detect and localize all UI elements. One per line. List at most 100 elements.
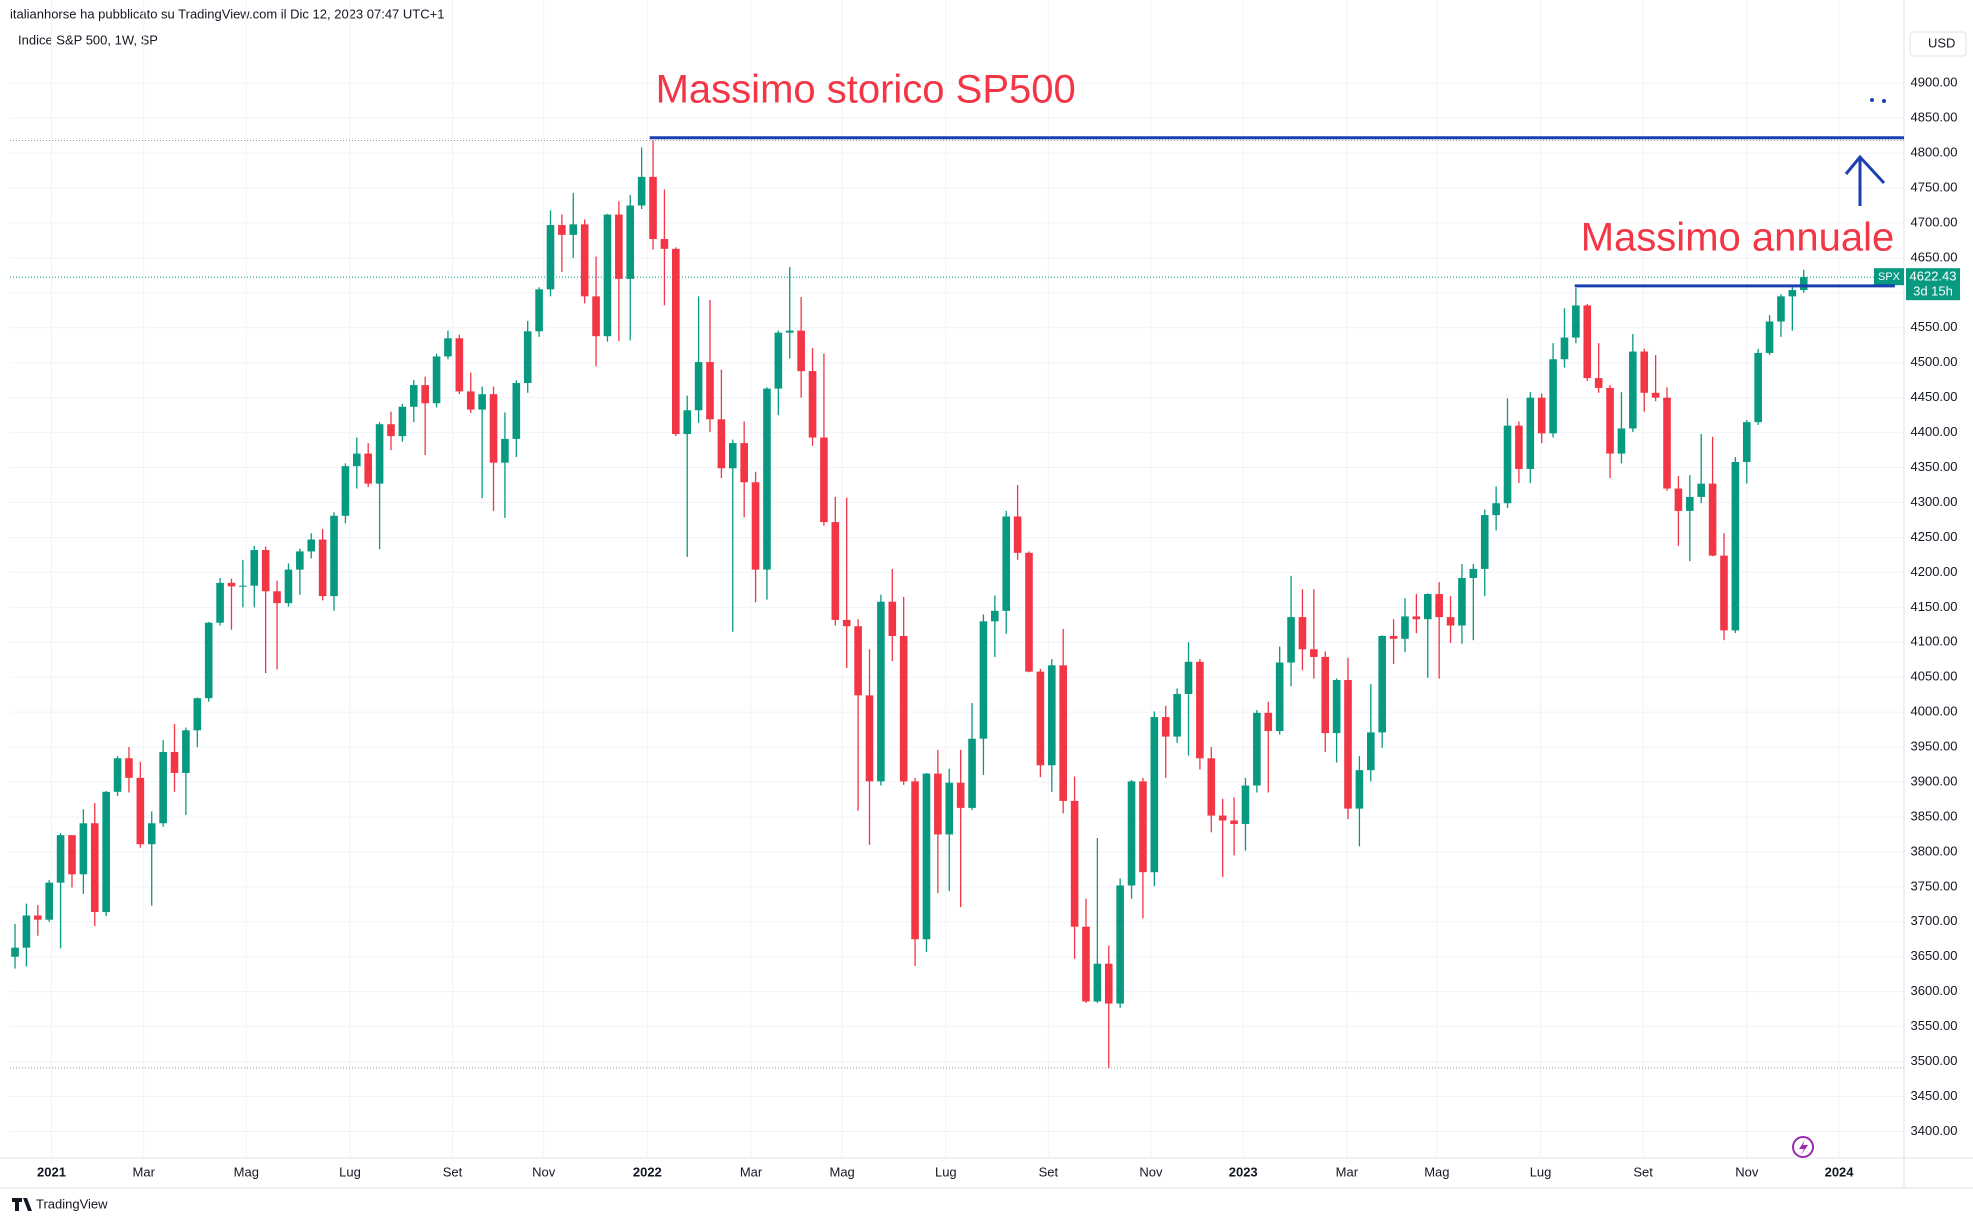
candle-body xyxy=(592,296,600,337)
countdown-text: 3d 15h xyxy=(1913,284,1953,299)
x-tick-label: 2024 xyxy=(1825,1164,1855,1179)
drawn-arrow xyxy=(1844,98,1886,206)
x-tick-label: Set xyxy=(443,1164,463,1179)
x-tick-label: Nov xyxy=(1139,1164,1163,1179)
candle-body xyxy=(296,551,304,570)
candle-body xyxy=(660,239,669,249)
currency-box[interactable] xyxy=(1909,31,1967,57)
candle-body xyxy=(1663,397,1671,489)
y-tick-label: 4400.00 xyxy=(1911,424,1958,439)
candle-body xyxy=(1298,617,1307,650)
candle-body xyxy=(1606,387,1614,454)
candle-body xyxy=(922,773,931,940)
candle-body xyxy=(1503,425,1512,504)
x-tick-label: Mar xyxy=(133,1164,156,1179)
candle-body xyxy=(455,338,464,392)
candle-body xyxy=(1389,635,1398,639)
x-tick-label: Nov xyxy=(532,1164,556,1179)
candle-body xyxy=(353,453,361,467)
candle-body xyxy=(409,385,418,407)
candle-body xyxy=(1480,515,1489,569)
y-tick-label: 4550.00 xyxy=(1911,319,1958,334)
candle-body xyxy=(1196,661,1204,759)
candle-body xyxy=(728,443,737,469)
candle-body xyxy=(22,915,31,948)
candle-body xyxy=(1537,397,1546,434)
candle-body xyxy=(1765,321,1774,353)
x-tick-label: Mag xyxy=(234,1164,259,1179)
candle-body xyxy=(159,751,167,824)
x-tick-label: Mar xyxy=(1336,1164,1359,1179)
candle-body xyxy=(1070,800,1079,927)
candle-body xyxy=(1150,717,1159,873)
x-tick-label: Lug xyxy=(339,1164,361,1179)
candle-body xyxy=(979,621,988,739)
candle-body xyxy=(1139,781,1147,873)
candle-body xyxy=(136,777,145,845)
candle-body xyxy=(1492,503,1500,516)
candle-body xyxy=(763,388,771,570)
candle-body xyxy=(1355,770,1364,809)
y-tick-label: 4050.00 xyxy=(1911,669,1958,684)
candle-body xyxy=(1093,963,1102,1002)
candle-body xyxy=(603,214,612,337)
candle-body xyxy=(751,482,760,570)
y-tick-label: 3800.00 xyxy=(1911,843,1958,858)
candle-body xyxy=(1173,693,1181,737)
candle-body xyxy=(1686,496,1694,511)
candle-body xyxy=(261,550,270,592)
grid xyxy=(10,0,1904,1158)
y-tick-label: 4900.00 xyxy=(1911,75,1958,90)
candle-body xyxy=(147,823,156,845)
candle-body xyxy=(1161,717,1170,737)
x-tick-label: 2021 xyxy=(37,1164,66,1179)
icon-bolt[interactable] xyxy=(1799,1140,1808,1155)
candle-body xyxy=(774,332,783,389)
annotation-text: Massimo annuale xyxy=(1581,215,1895,259)
candle-body xyxy=(364,453,373,484)
candle-body xyxy=(1458,577,1466,626)
candle-body xyxy=(1640,351,1649,393)
last-price-tag xyxy=(1906,268,1960,301)
candle-body xyxy=(125,758,133,778)
y-tick-label: 4450.00 xyxy=(1911,389,1958,404)
x-tick-label: 2023 xyxy=(1229,1164,1258,1179)
lightning-icon[interactable] xyxy=(1792,1136,1814,1158)
candle-body xyxy=(1515,425,1523,469)
candle-body xyxy=(250,550,259,586)
candle-body xyxy=(45,882,53,920)
x-tick-label: Mag xyxy=(830,1164,855,1179)
candle-body xyxy=(421,385,429,404)
candle-body xyxy=(1754,352,1762,423)
icon-circle[interactable] xyxy=(1792,1136,1814,1158)
currency[interactable]: USD xyxy=(1928,35,1955,50)
y-tick-label: 3750.00 xyxy=(1911,878,1958,893)
candle-body xyxy=(1708,483,1717,556)
y-tick-label: 3650.00 xyxy=(1911,948,1958,963)
y-tick-label: 4750.00 xyxy=(1911,179,1958,194)
candle-body xyxy=(1207,758,1216,816)
publisher-line: italianhorse ha pubblicato su TradingVie… xyxy=(10,6,444,21)
candle-body xyxy=(694,362,703,411)
candle-body xyxy=(113,758,122,792)
candle-body xyxy=(580,224,589,297)
candle-body xyxy=(831,522,840,620)
y-tick-label: 3700.00 xyxy=(1911,913,1958,928)
candle-body xyxy=(1731,461,1740,631)
candle-body xyxy=(466,391,475,410)
candle-body xyxy=(182,730,190,773)
candle-body xyxy=(1310,649,1318,657)
candle-body xyxy=(945,782,954,835)
candle-body xyxy=(1184,661,1193,694)
y-tick-label: 3850.00 xyxy=(1911,808,1958,823)
candle-body xyxy=(649,176,657,240)
candle-body xyxy=(1366,732,1375,771)
candles xyxy=(11,140,1808,1068)
candle-body xyxy=(1287,617,1295,663)
candle-body xyxy=(956,782,965,808)
candle-body xyxy=(683,410,692,435)
candle-body xyxy=(1799,277,1808,291)
candle-body xyxy=(1116,885,1124,1004)
candle-body xyxy=(865,695,874,782)
y-tick-label: 4800.00 xyxy=(1911,145,1958,160)
